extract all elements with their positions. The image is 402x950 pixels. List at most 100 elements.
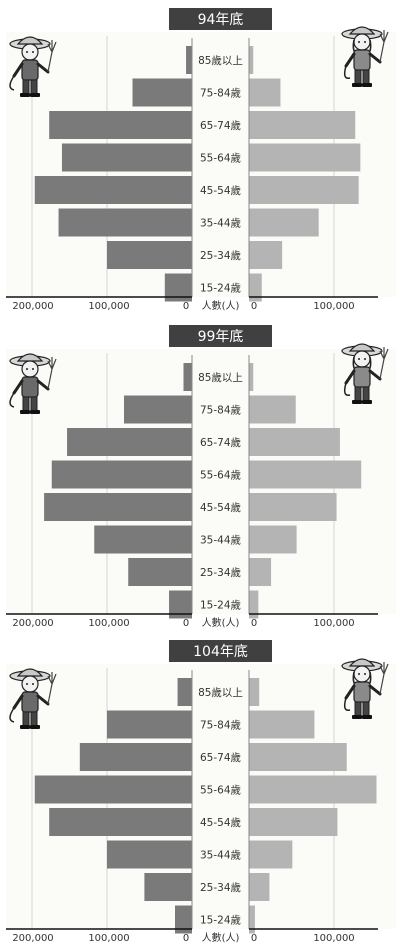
left-bar	[94, 525, 192, 554]
category-label: 55-64歲	[200, 152, 241, 165]
right-bar	[249, 241, 283, 269]
right-bar	[249, 208, 319, 237]
x-tick-label: 0	[183, 933, 189, 944]
right-bar	[249, 428, 340, 456]
x-axis-label: 人數(人)	[202, 299, 240, 312]
left-bar	[61, 143, 193, 172]
right-bar	[249, 840, 293, 869]
farmer-man-icon	[9, 36, 57, 97]
left-bar	[67, 428, 192, 456]
right-bar	[249, 775, 377, 804]
farmer-man-icon	[9, 353, 57, 414]
category-label: 25-34歲	[200, 249, 241, 262]
right-bar	[249, 905, 255, 934]
left-bar	[58, 208, 192, 237]
right-bar	[249, 395, 296, 424]
right-bar	[249, 743, 347, 771]
right-bar	[249, 273, 262, 302]
category-label: 75-84歲	[200, 404, 241, 417]
left-bar	[51, 460, 192, 489]
left-bar	[44, 493, 192, 521]
x-tick-label: 100,000	[313, 618, 354, 629]
category-label: 15-24歲	[200, 914, 241, 927]
category-label: 75-84歲	[200, 87, 241, 100]
left-bar	[128, 558, 192, 586]
left-bar	[177, 678, 192, 706]
category-label: 45-54歲	[200, 501, 241, 514]
right-bar	[249, 678, 260, 706]
pyramid-panel-1: 94年底 85歲以上 75-84歲 65-74歲 55-64歲 45-54歲 35-44歲 2…	[6, 8, 396, 312]
right-bar	[249, 176, 359, 204]
category-label: 15-24歲	[200, 282, 241, 295]
x-tick-label: 0	[251, 933, 257, 944]
left-bar	[107, 710, 192, 739]
category-label: 55-64歲	[200, 784, 241, 797]
left-bar	[107, 241, 192, 269]
x-tick-label: 100,000	[313, 933, 354, 944]
farmer-woman-icon	[341, 658, 389, 719]
category-label: 65-74歲	[200, 119, 241, 132]
category-label: 25-34歲	[200, 566, 241, 579]
left-bar	[34, 775, 192, 804]
category-label: 55-64歲	[200, 469, 241, 482]
x-tick-label: 100,000	[88, 618, 129, 629]
right-bar	[249, 460, 362, 489]
right-bar	[249, 111, 356, 139]
left-bar	[34, 176, 192, 204]
right-bar	[249, 873, 270, 901]
x-tick-label: 0	[251, 301, 257, 312]
farmer-woman-icon	[341, 26, 389, 87]
right-bar	[249, 710, 315, 739]
left-bar	[49, 111, 193, 139]
category-label: 35-44歲	[200, 534, 241, 547]
right-bar	[249, 558, 272, 586]
x-tick-label: 0	[183, 618, 189, 629]
right-bar	[249, 78, 281, 107]
category-label: 75-84歲	[200, 719, 241, 732]
category-label: 65-74歲	[200, 436, 241, 449]
category-label: 25-34歲	[200, 881, 241, 894]
left-bar	[186, 46, 192, 74]
pyramid-panel-2: 99年底 85歲以上 75-84歲 65-74歲 55-64歲 45-54歲 35-44歲 2…	[6, 325, 396, 629]
category-label: 35-44歲	[200, 217, 241, 230]
title-box	[169, 640, 272, 662]
left-bar	[49, 808, 193, 836]
chart-title: 94年底	[198, 12, 244, 28]
right-bar	[249, 143, 361, 172]
x-tick-label: 200,000	[12, 618, 53, 629]
category-label: 85歲以上	[198, 686, 243, 699]
left-bar	[144, 873, 192, 901]
category-label: 85歲以上	[198, 54, 243, 67]
title-box	[169, 8, 272, 30]
right-bar	[249, 808, 338, 836]
right-bar	[249, 493, 337, 521]
left-bar	[79, 743, 192, 771]
x-tick-label: 0	[183, 301, 189, 312]
category-label: 45-54歲	[200, 816, 241, 829]
x-tick-label: 100,000	[88, 301, 129, 312]
title-box	[169, 325, 272, 347]
right-bar	[249, 525, 297, 554]
x-axis-label: 人數(人)	[202, 616, 240, 629]
left-bar	[183, 363, 192, 391]
left-bar	[175, 905, 192, 934]
category-label: 45-54歲	[200, 184, 241, 197]
left-bar	[132, 78, 192, 107]
farmer-man-icon	[9, 668, 57, 729]
x-axis-label: 人數(人)	[202, 931, 240, 944]
right-bar	[249, 363, 254, 391]
category-label: 35-44歲	[200, 849, 241, 862]
chart-title: 99年底	[198, 329, 244, 345]
category-label: 85歲以上	[198, 371, 243, 384]
farmer-woman-icon	[341, 343, 389, 404]
chart-title: 104年底	[193, 644, 248, 660]
left-bar	[124, 395, 192, 424]
x-tick-label: 100,000	[88, 933, 129, 944]
category-label: 65-74歲	[200, 751, 241, 764]
x-tick-label: 200,000	[12, 933, 53, 944]
left-bar	[107, 840, 192, 869]
x-tick-label: 200,000	[12, 301, 53, 312]
x-tick-label: 100,000	[313, 301, 354, 312]
